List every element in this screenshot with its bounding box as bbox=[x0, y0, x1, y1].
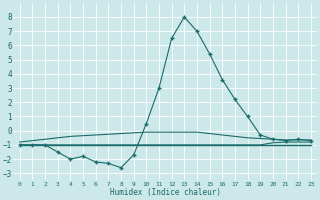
X-axis label: Humidex (Indice chaleur): Humidex (Indice chaleur) bbox=[110, 188, 221, 197]
